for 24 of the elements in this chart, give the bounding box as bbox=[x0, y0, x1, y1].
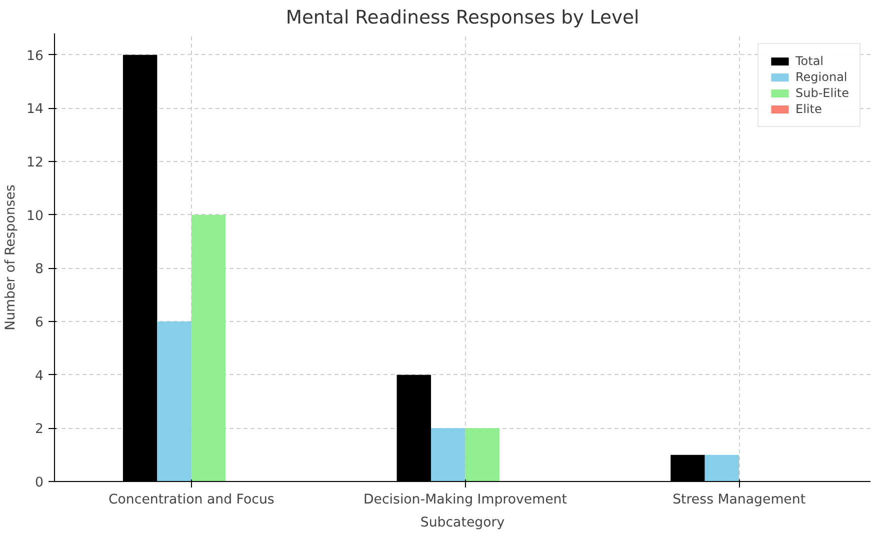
legend-label: Total bbox=[795, 54, 824, 68]
x-tick-label: Concentration and Focus bbox=[108, 492, 274, 508]
x-tick-label: Stress Management bbox=[672, 492, 806, 508]
legend-label: Elite bbox=[795, 102, 822, 116]
bar bbox=[704, 454, 740, 482]
y-tick-label: 10 bbox=[26, 208, 44, 224]
bar bbox=[465, 428, 500, 482]
bar bbox=[431, 428, 466, 482]
y-tick-label: 8 bbox=[35, 262, 44, 278]
y-tick-label: 0 bbox=[35, 476, 44, 490]
y-tick-label: 16 bbox=[26, 48, 44, 64]
bar bbox=[191, 214, 226, 482]
x-tick-label: Decision-Making Improvement bbox=[364, 492, 567, 508]
y-tick-label: 2 bbox=[35, 422, 44, 438]
y-axis-title: Number of Responses bbox=[4, 184, 19, 330]
y-tick-label: 4 bbox=[35, 368, 44, 384]
chart-title: Mental Readiness Responses by Level bbox=[286, 8, 640, 28]
y-tick-label: 6 bbox=[35, 316, 44, 330]
legend-label: Sub-Elite bbox=[795, 86, 849, 100]
x-axis-title: Subcategory bbox=[420, 516, 505, 530]
legend-label: Regional bbox=[795, 70, 848, 84]
y-tick-label: 14 bbox=[26, 102, 44, 118]
bar bbox=[157, 322, 192, 482]
y-tick-label: 12 bbox=[26, 156, 44, 170]
